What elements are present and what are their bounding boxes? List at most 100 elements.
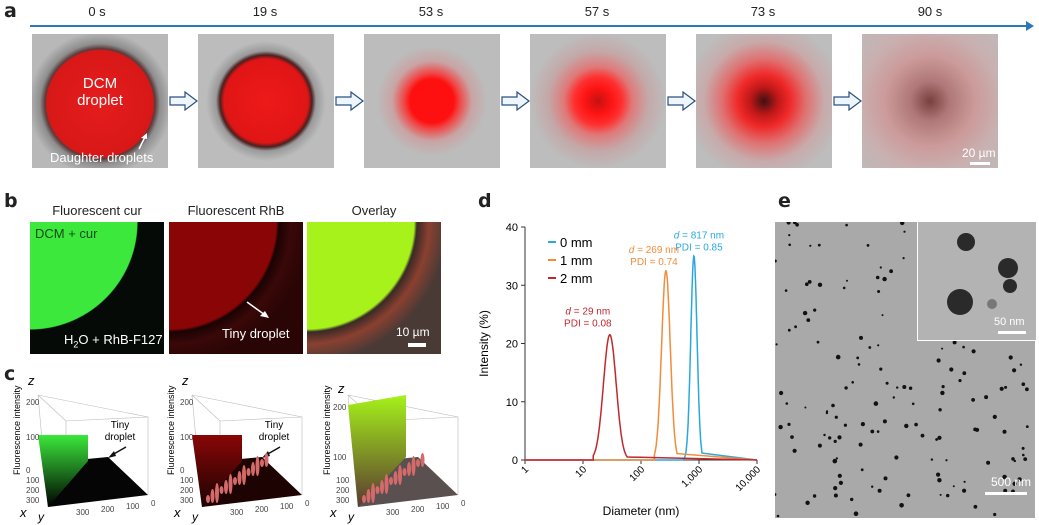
y-tick: 300 [386,508,400,517]
x-tick: 300 [180,496,194,505]
legend-label: 2 mm [560,271,593,286]
nanoparticle [904,423,909,429]
x-tick: 300 [336,496,350,505]
nanoparticle [1002,429,1007,434]
y-tick: 200 [101,505,115,514]
droplet-peak [420,453,425,467]
scale-bar-label-b: 10 µm [396,325,430,339]
title-rhb: Fluorescent RhB [187,203,285,218]
title-cur: Fluorescent cur [52,203,142,218]
nanoparticle [941,347,944,350]
step-arrow-icon [833,91,862,111]
x-tick: 300 [26,496,40,505]
inset-scale-bar [998,331,1026,334]
y-tick-label: 40 [506,222,518,234]
nanoparticle [937,435,942,440]
nanoparticle [876,430,880,433]
peak-annotation: PDI = 0.08 [564,318,612,329]
tiny-droplet-arrow-icon [246,301,269,318]
nanoparticle [937,478,942,483]
nanoparticle [984,395,989,400]
droplet-peak [210,489,215,503]
micrograph-frame [364,34,500,168]
scale-bar-b [408,343,426,347]
droplet-peak [242,465,246,485]
nanoparticle [914,422,918,427]
dcm-cur-label: DCM + cur [35,226,98,241]
nanoparticle [936,472,941,477]
tem-scale-label: 500 nm [991,475,1032,489]
nanoparticle [807,280,812,284]
nanoparticle [845,223,848,227]
nanoparticle [793,220,797,225]
scale-bar-label: 20 µm [962,146,996,160]
droplet-peak [233,477,237,485]
nanoparticle [963,480,966,483]
nanoparticle [903,230,906,233]
peak-annotation: PDI = 0.85 [675,243,723,254]
nanoparticle [788,243,791,247]
nanoparticle [881,314,884,317]
nanoparticle [866,244,870,247]
y-axis-label: y [37,510,45,524]
tiny-droplet-label: Tiny [111,420,130,431]
nanoparticle [835,354,841,360]
nanoparticle [804,406,807,409]
x-tick-label: 100 [628,464,648,484]
nanoparticle [1011,457,1015,461]
nanoparticle [900,220,905,226]
nanoparticle [930,458,934,461]
nanoparticle [792,448,797,453]
z-tick: 200 [26,398,40,407]
panel-c-label: c [4,363,16,385]
nanoparticle [1023,457,1028,461]
nanoparticle [838,480,843,485]
water-label: H2O + RhB-F127 [64,332,163,350]
nanoparticle [773,493,777,496]
nanoparticle [939,493,942,496]
droplet-peak [393,471,398,485]
nanoparticle [986,460,991,465]
nanoparticle [1025,387,1029,392]
nanoparticle [882,419,887,424]
droplet-peak [251,462,255,476]
nanoparticle [920,433,925,438]
nanoparticle [834,415,838,419]
peak-annotation: d = 29 nm [565,306,610,317]
tem-inset: 50 nm [917,222,1036,341]
x-axis-label: x [19,505,27,520]
nanoparticle [1008,355,1013,360]
series-line-2mm [525,333,758,461]
nanoparticle [1012,368,1017,373]
z-axis-label: z [181,373,189,388]
step-arrow-icon [667,91,696,111]
z-tick: 100 [26,433,40,442]
nanoparticle [894,455,899,460]
time-label: 90 s [917,4,943,19]
daughter-droplets-label: Daughter droplets [50,150,154,165]
peak-annotation: PDI = 0.74 [630,257,678,268]
nanoparticle [883,476,888,481]
nanoparticle [875,275,880,280]
time-label: 57 s [584,4,610,19]
droplet-peak [371,483,375,503]
nanoparticle [833,486,838,491]
y-tick: 0 [305,499,310,508]
nanoparticle [828,436,832,440]
legend-label: 0 mm [560,235,593,250]
nanoparticle [941,385,945,389]
y-tick: 0 [461,499,466,508]
nanoparticle [816,340,820,344]
nanoparticle [1021,382,1026,386]
y-tick: 300 [230,508,244,517]
step-arrow-icon [335,91,364,111]
nanoparticle [837,473,842,478]
micrograph-frame [696,34,832,168]
nanoparticle [999,386,1004,391]
nanoparticle [795,223,799,227]
droplet-peak [228,474,233,494]
droplet-peak [255,456,260,476]
nanoparticle [889,269,893,274]
nanoparticle [958,379,962,383]
nanoparticle [1019,363,1023,366]
